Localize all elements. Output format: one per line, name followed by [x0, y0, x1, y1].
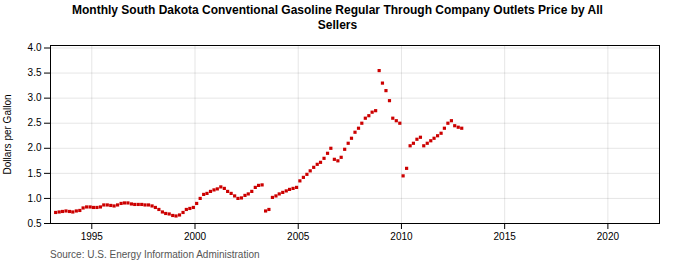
svg-text:4.0: 4.0: [28, 42, 42, 53]
svg-text:2000: 2000: [184, 231, 207, 242]
svg-text:3.5: 3.5: [28, 67, 42, 78]
svg-text:Dollars per Gallon: Dollars per Gallon: [2, 94, 13, 174]
svg-text:2020: 2020: [597, 231, 620, 242]
svg-text:2005: 2005: [287, 231, 310, 242]
svg-text:2015: 2015: [494, 231, 517, 242]
svg-text:2010: 2010: [390, 231, 413, 242]
svg-text:1.5: 1.5: [28, 168, 42, 179]
html-text:Source: U.S. Energy Informatio: Source: U.S. Energy Information Administ…: [50, 249, 260, 260]
svg-text:0.5: 0.5: [28, 218, 42, 229]
svg-text:1995: 1995: [81, 231, 104, 242]
svg-text:2.5: 2.5: [28, 117, 42, 128]
svg-text:2.0: 2.0: [28, 142, 42, 153]
svg-text:3.0: 3.0: [28, 92, 42, 103]
html-text:Monthly South Dakota Conventio: Monthly South Dakota Conventional Gasoli…: [72, 3, 603, 32]
svg-text:1.0: 1.0: [28, 193, 42, 204]
